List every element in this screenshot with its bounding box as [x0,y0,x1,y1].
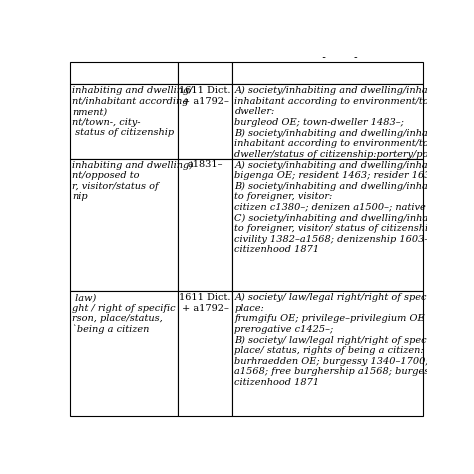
Bar [70,159,178,292]
Bar [232,63,423,84]
Bar [178,84,232,159]
Bar [232,159,423,292]
Text: 1611 Dict.
+ a1792–: 1611 Dict. + a1792– [180,293,231,313]
Bar [70,63,178,84]
Text: A) society/ law/legal right/right of specifi
place:
frumgifu OE; privilege–privi: A) society/ law/legal right/right of spe… [234,293,449,387]
Bar [232,292,423,416]
Text: A) society/inhabiting and dwelling/inhab
bigenga OE; resident 1463; resider 1632: A) society/inhabiting and dwelling/inhab… [234,161,441,254]
Bar [232,84,423,159]
Text: a1831–: a1831– [187,161,223,170]
Bar [178,292,232,416]
Bar [178,63,232,84]
Text: co-semantic features: co-semantic features [73,45,211,58]
Text: Timeline: Timeline [176,45,235,58]
Text: inhabiting and dwelling/
nt/inhabitant according
nment)
nt/town-, city-
 status : inhabiting and dwelling/ nt/inhabitant a… [72,86,192,137]
Text: inhabiting and dwelling)
nt/opposed to
r, visitor/status of
nip: inhabiting and dwelling) nt/opposed to r… [72,161,193,201]
Bar [70,292,178,416]
Bar [178,159,232,292]
Text: 1611 Dict.
+ a1792–: 1611 Dict. + a1792– [180,86,231,106]
Text: law)
ght / right of specific
rson, place/status,
`being a citizen: law) ght / right of specific rson, place… [72,293,176,335]
Bar [70,84,178,159]
Text: A) society/inhabiting and dwelling/inhab
inhabitant according to environment/tow: A) society/inhabiting and dwelling/inhab… [234,86,443,159]
Text: Some synonyms: Some synonyms [275,45,380,58]
